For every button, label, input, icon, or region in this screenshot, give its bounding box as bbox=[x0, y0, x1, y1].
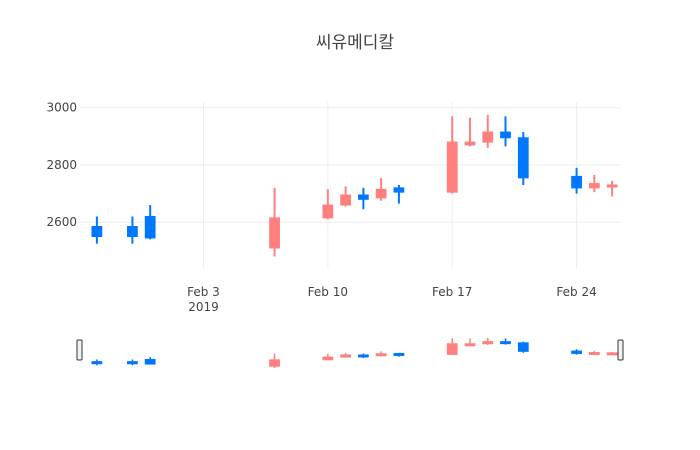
candle-body bbox=[606, 184, 618, 188]
candle-increasing[interactable] bbox=[464, 117, 476, 147]
slider-candle bbox=[606, 351, 618, 356]
candle-body bbox=[322, 204, 334, 219]
grid-layer bbox=[80, 102, 621, 268]
slider-candle bbox=[375, 351, 387, 357]
candle-increasing[interactable] bbox=[446, 116, 458, 194]
slider-candle bbox=[91, 359, 103, 366]
candle-body bbox=[517, 137, 529, 179]
candle-increasing[interactable] bbox=[588, 174, 600, 193]
slider-candle bbox=[322, 353, 334, 361]
slider-candle-body bbox=[571, 350, 582, 354]
y-tick-label: 3000 bbox=[46, 101, 77, 115]
slider-candle bbox=[517, 341, 529, 353]
candle-body bbox=[571, 175, 582, 189]
slider-candle-body bbox=[500, 341, 511, 345]
slider-candle-body bbox=[606, 352, 618, 356]
candle-increasing[interactable] bbox=[340, 186, 352, 207]
candle-body bbox=[91, 226, 103, 238]
y-axis: 2600 2800 3000 bbox=[46, 101, 77, 229]
candle-body bbox=[144, 215, 156, 239]
slider-candle bbox=[464, 338, 476, 347]
candle-body bbox=[482, 131, 494, 143]
candle-body bbox=[375, 188, 387, 199]
x-tick-label: Feb 17 bbox=[432, 285, 472, 299]
candle-decreasing[interactable] bbox=[393, 185, 405, 204]
candle-increasing[interactable] bbox=[606, 180, 618, 197]
slider-candle-body bbox=[144, 359, 156, 365]
range-slider-right-handle[interactable] bbox=[617, 339, 624, 361]
slider-candle-body bbox=[588, 352, 600, 356]
slider-candle bbox=[588, 350, 600, 356]
slider-candle bbox=[393, 352, 405, 357]
slider-candle-body bbox=[464, 343, 476, 347]
slider-candle-body bbox=[127, 361, 138, 365]
candle-decreasing[interactable] bbox=[571, 167, 582, 194]
candle-body bbox=[357, 194, 369, 200]
candle-increasing[interactable] bbox=[269, 187, 280, 257]
candle-increasing[interactable] bbox=[322, 189, 334, 220]
slider-candle bbox=[482, 338, 494, 345]
slider-candle-body bbox=[269, 359, 280, 367]
slider-candle-body bbox=[482, 341, 494, 345]
candle-decreasing[interactable] bbox=[91, 216, 103, 244]
slider-candle-body bbox=[322, 356, 334, 361]
candle-body bbox=[464, 141, 476, 146]
slider-candle bbox=[269, 353, 280, 368]
candle-decreasing[interactable] bbox=[144, 205, 156, 240]
x-tick-sublabel: 2019 bbox=[188, 300, 219, 314]
slider-candle bbox=[144, 357, 156, 365]
candle-increasing[interactable] bbox=[482, 114, 494, 148]
candle-increasing[interactable] bbox=[375, 177, 387, 201]
range-slider[interactable] bbox=[76, 338, 629, 368]
range-slider-background[interactable] bbox=[80, 338, 629, 368]
slider-candle-body bbox=[91, 361, 103, 365]
slider-candle-body bbox=[517, 342, 529, 352]
slider-candle bbox=[357, 353, 369, 358]
slider-candle bbox=[127, 359, 138, 366]
candle-decreasing[interactable] bbox=[500, 116, 511, 147]
chart-title: 씨유메디칼 bbox=[316, 33, 395, 53]
candle-layer bbox=[91, 114, 618, 257]
candle-decreasing[interactable] bbox=[517, 132, 529, 185]
candle-body bbox=[446, 141, 458, 193]
y-tick-label: 2600 bbox=[46, 215, 77, 229]
candle-decreasing[interactable] bbox=[357, 187, 369, 210]
slider-candle bbox=[571, 349, 582, 355]
slider-candle-body bbox=[357, 354, 369, 358]
candle-body bbox=[340, 194, 352, 206]
candle-decreasing[interactable] bbox=[127, 216, 138, 244]
slider-candle-body bbox=[393, 352, 405, 356]
slider-candle-body bbox=[446, 343, 458, 355]
slider-candle-body bbox=[340, 354, 352, 358]
candle-body bbox=[588, 183, 600, 189]
candle-body bbox=[500, 131, 511, 139]
x-tick-label: Feb 3 bbox=[187, 285, 220, 299]
candle-body bbox=[269, 217, 280, 249]
candle-body bbox=[127, 226, 138, 238]
range-slider-left-handle[interactable] bbox=[76, 339, 83, 361]
x-tick-label: Feb 24 bbox=[556, 285, 596, 299]
slider-candle bbox=[446, 338, 458, 355]
y-tick-label: 2800 bbox=[46, 158, 77, 172]
slider-candle-body bbox=[375, 353, 387, 357]
slider-candle bbox=[340, 353, 352, 358]
x-tick-label: Feb 10 bbox=[308, 285, 348, 299]
candle-body bbox=[393, 187, 405, 193]
slider-candle bbox=[500, 338, 511, 345]
